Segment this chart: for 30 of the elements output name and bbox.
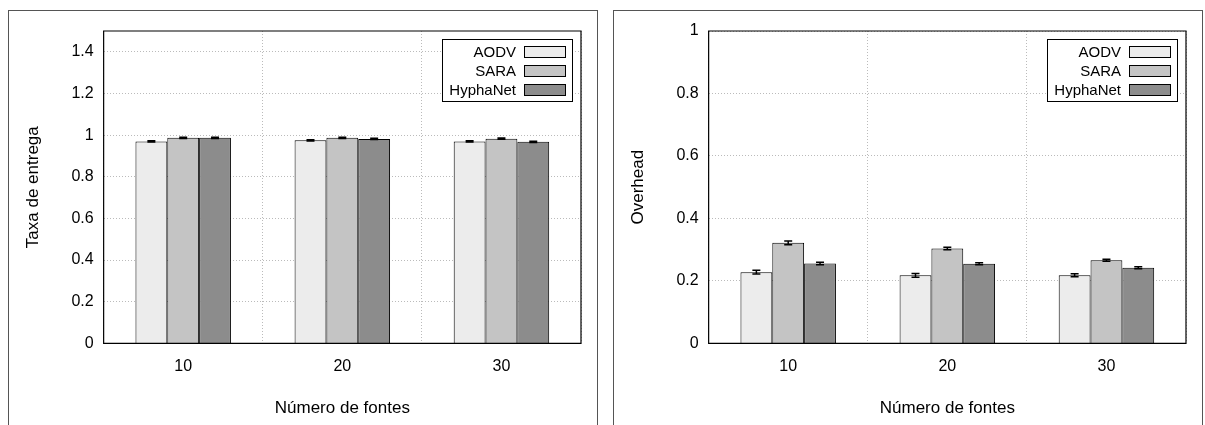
x-tick-label: 20 [938, 357, 957, 375]
y-axis-title: Taxa de entrega [22, 125, 42, 249]
x-tick-label: 20 [333, 357, 352, 375]
legend-label: SARA [1079, 62, 1121, 79]
x-tick-label: 10 [174, 357, 193, 375]
y-tick-label: 1.2 [71, 83, 94, 101]
x-tick-label: 10 [779, 357, 798, 375]
y-tick-label: 1.4 [71, 42, 94, 60]
y-axis-title: Overhead [627, 149, 647, 225]
y-tick-label: 0.8 [71, 167, 94, 185]
y-tick-label: 1 [84, 125, 94, 143]
x-tick-label: 30 [1097, 357, 1116, 375]
y-tick-label: 1 [689, 21, 699, 39]
y-tick-label: 0.4 [71, 250, 94, 268]
legend-label: AODV [472, 43, 516, 60]
legend-label: HyphaNet [1054, 81, 1121, 98]
x-axis-title: Número de fontes [879, 398, 1015, 418]
legend-label: HyphaNet [449, 81, 516, 98]
y-tick-label: 0 [689, 333, 699, 351]
legend-label: AODV [1077, 43, 1121, 60]
legend-label: SARA [474, 62, 516, 79]
y-tick-label: 0.4 [676, 208, 699, 226]
y-tick-label: 0.2 [71, 292, 94, 310]
y-tick-label: 0.6 [71, 208, 94, 226]
y-tick-label: 0.6 [676, 146, 699, 164]
x-axis-title: Número de fontes [274, 398, 410, 418]
y-tick-label: 0.2 [676, 271, 699, 289]
x-tick-label: 30 [492, 357, 511, 375]
y-tick-label: 0.8 [676, 83, 699, 101]
y-tick-label: 0 [84, 333, 94, 351]
